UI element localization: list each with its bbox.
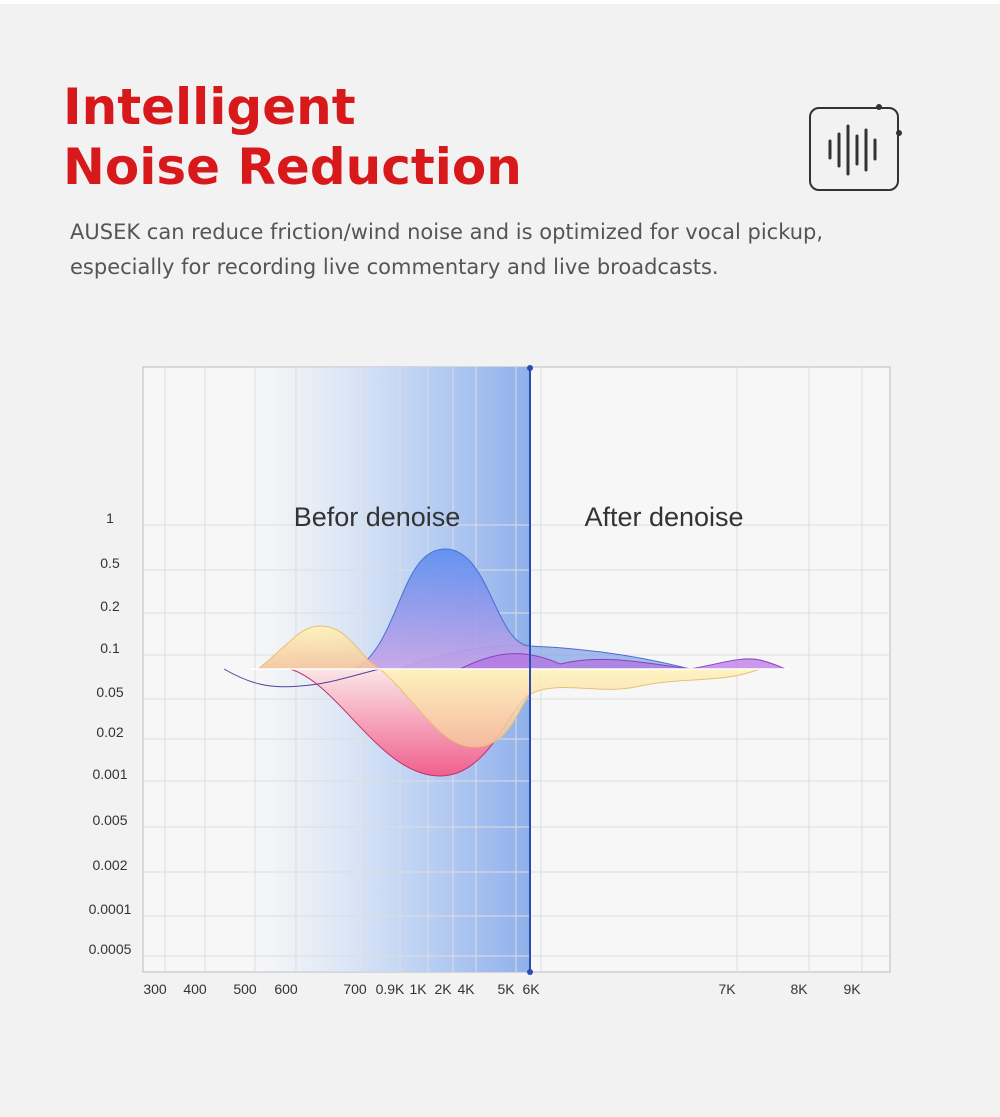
y-label: 0.001: [92, 766, 127, 782]
description-line: especially for recording live commentary…: [70, 255, 719, 279]
y-label: 0.02: [96, 724, 123, 740]
x-label: 600: [274, 981, 298, 997]
y-label: 0.002: [92, 857, 127, 873]
description-line: AUSEK can reduce friction/wind noise and…: [70, 220, 824, 244]
title-line: Intelligent: [63, 78, 356, 136]
y-label: 0.0005: [89, 941, 132, 957]
title-line: Noise Reduction: [63, 138, 522, 196]
x-label: 0.9K: [376, 981, 405, 997]
x-label: 6K: [522, 981, 540, 997]
region-label: After denoise: [584, 502, 743, 532]
x-label: 7K: [718, 981, 736, 997]
y-label: 0.2: [100, 598, 120, 614]
x-label: 700: [343, 981, 367, 997]
x-label: 4K: [457, 981, 475, 997]
x-label: 9K: [843, 981, 861, 997]
x-label: 8K: [790, 981, 808, 997]
y-label: 0.1: [100, 640, 120, 656]
x-label: 5K: [497, 981, 515, 997]
y-label: 1: [106, 510, 114, 526]
x-label: 1K: [409, 981, 427, 997]
y-label: 0.5: [100, 555, 120, 571]
y-label: 0.05: [96, 684, 123, 700]
y-label: 0.0001: [89, 901, 132, 917]
x-label: 2K: [434, 981, 452, 997]
x-label: 500: [233, 981, 257, 997]
chart: Befor denoise After denoise 1 0.5 0.2 0.1 0.…: [89, 365, 891, 997]
x-label: 400: [183, 981, 207, 997]
y-label: 0.005: [92, 812, 127, 828]
sound-icon: [809, 104, 902, 191]
region-label: Befor denoise: [294, 502, 461, 532]
x-label: 300: [143, 981, 167, 997]
